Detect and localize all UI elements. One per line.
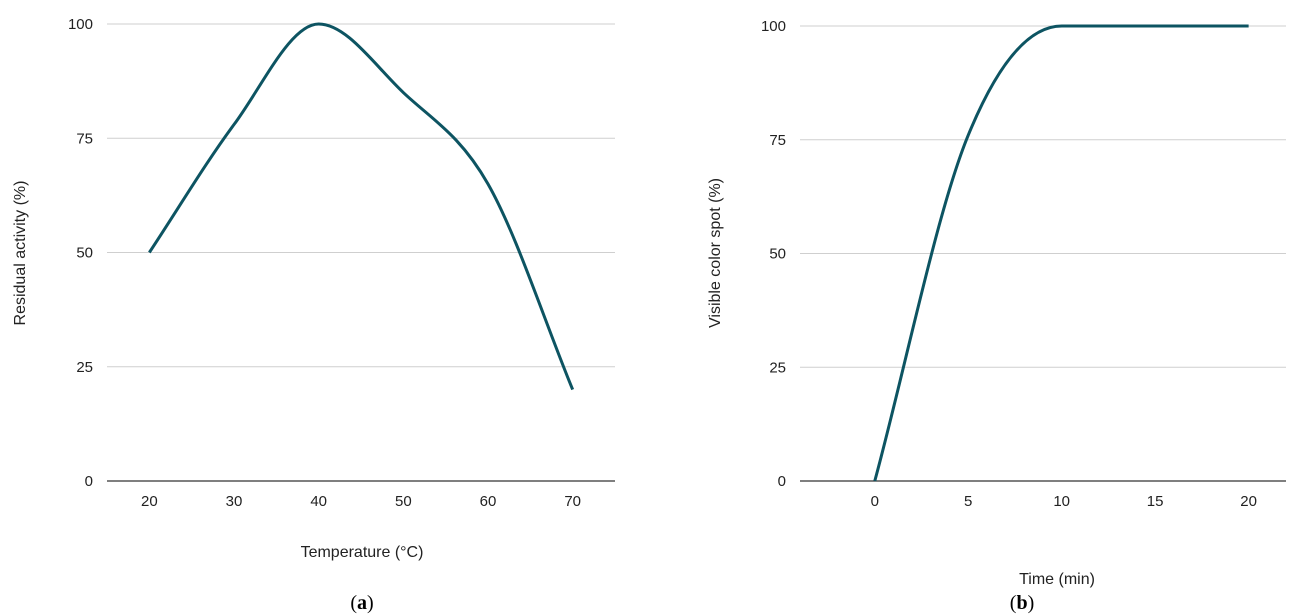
y-tick-label-a: 50 xyxy=(76,245,93,262)
gridlines-a xyxy=(107,23,615,482)
y-tick-label-a: 0 xyxy=(85,473,93,490)
series-line-path-a xyxy=(148,22,575,391)
x-tick-label-a: 40 xyxy=(310,493,327,510)
x-tick-label-b: 5 xyxy=(964,493,972,510)
y-tick-label-b: 0 xyxy=(778,473,786,490)
gridlines-b xyxy=(800,25,1286,482)
y-axis-label-a: Residual activity (%) xyxy=(12,181,29,326)
panel-label-a: (a) xyxy=(350,592,373,614)
x-tick-label-b: 15 xyxy=(1147,493,1164,510)
x-tick-label-a: 50 xyxy=(395,493,412,510)
x-tick-label-b: 0 xyxy=(871,493,879,510)
x-tick-label-a: 60 xyxy=(480,493,497,510)
series-line-a xyxy=(148,22,575,391)
x-tick-label-a: 30 xyxy=(226,493,243,510)
y-tick-label-b: 75 xyxy=(769,132,786,149)
x-axis-label-a: Temperature (°C) xyxy=(301,544,424,561)
y-tick-label-b: 25 xyxy=(769,359,786,376)
x-tick-label-a: 70 xyxy=(564,493,581,510)
x-axis-label-b: Time (min) xyxy=(1019,571,1095,588)
y-axis-label-b: Visible color spot (%) xyxy=(707,178,724,328)
y-tick-label-a: 75 xyxy=(76,130,93,147)
y-tick-label-b: 100 xyxy=(761,18,786,35)
x-tick-label-b: 10 xyxy=(1053,493,1070,510)
panel-label-b: (b) xyxy=(1010,592,1034,614)
series-line-path-b xyxy=(873,24,1249,482)
series-line-b xyxy=(873,24,1249,482)
x-tick-label-b: 20 xyxy=(1240,493,1257,510)
x-tick-label-a: 20 xyxy=(141,493,158,510)
y-tick-label-a: 100 xyxy=(68,16,93,33)
chart-panel-a: Temperature (°C) Residual activity (%) (… xyxy=(12,16,615,614)
y-tick-label-b: 50 xyxy=(769,246,786,263)
chart-panel-b: Time (min) Visible color spot (%) (b) 0 2… xyxy=(707,18,1286,614)
y-tick-label-a: 25 xyxy=(76,359,93,376)
